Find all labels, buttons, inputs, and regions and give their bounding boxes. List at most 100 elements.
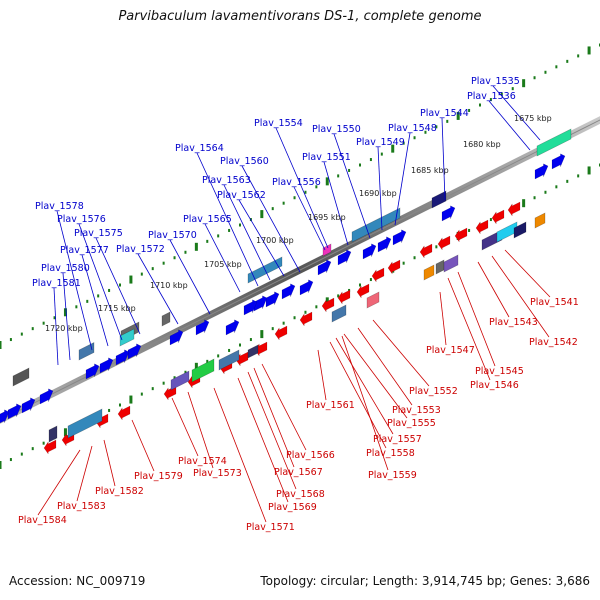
genome-summary: Topology: circular; Length: 3,914,745 bp…: [260, 574, 590, 588]
reverse-leader-line: [343, 333, 408, 419]
scale-tick: [271, 207, 274, 211]
reverse-gene-feature: [371, 267, 385, 283]
scale-tick: [522, 79, 526, 88]
reverse-gene-block: [247, 344, 259, 359]
reverse-gene-feature: [163, 385, 177, 401]
forward-gene-label: Plav_1581: [32, 278, 81, 289]
reverse-leader-line: [213, 387, 267, 523]
forward-leader-line: [241, 165, 301, 273]
forward-leader-line: [293, 186, 326, 251]
reverse-gene-feature: [507, 201, 521, 217]
scale-tick: [129, 395, 133, 404]
forward-gene-feature: [225, 319, 240, 336]
scale-tick: [359, 283, 361, 287]
scale-tick: [468, 108, 471, 112]
forward-leader-line: [441, 117, 446, 201]
forward-leader-line: [53, 287, 59, 366]
kbp-label: 1705 kbp: [204, 260, 242, 269]
scale-tick: [587, 166, 591, 175]
reverse-gene-block: [191, 358, 215, 383]
forward-gene-label: Plav_1572: [116, 244, 165, 255]
forward-leader-line: [223, 184, 271, 281]
scale-tick: [304, 310, 307, 314]
forward-gene-feature: [7, 403, 22, 420]
forward-gene-feature: [253, 295, 268, 312]
reverse-leader-line: [317, 349, 327, 401]
forward-gene-label: Plav_1535: [471, 76, 520, 87]
reverse-gene-feature: [43, 439, 57, 455]
forward-gene-feature: [265, 291, 280, 308]
forward-gene-feature: [21, 397, 36, 414]
reverse-gene-label: Plav_1561: [306, 400, 355, 411]
scale-tick: [140, 392, 143, 396]
scale-tick: [369, 158, 372, 162]
reverse-gene-label: Plav_1571: [246, 522, 295, 533]
reverse-gene-label: Plav_1541: [530, 297, 579, 308]
scale-tick: [566, 59, 569, 63]
reverse-leader-line: [329, 341, 387, 449]
reverse-leader-line: [187, 391, 214, 469]
reverse-gene-label: Plav_1543: [489, 317, 538, 328]
scale-tick: [435, 125, 438, 129]
scale-tick: [63, 428, 67, 437]
reverse-gene-block: [331, 304, 347, 323]
reverse-leader-line: [504, 249, 551, 298]
forward-gene-feature: [317, 259, 332, 276]
scale-tick: [468, 228, 471, 232]
reverse-leader-line: [491, 255, 550, 338]
scale-tick: [119, 283, 121, 287]
kbp-label: 1710 kbp: [150, 281, 188, 290]
forward-leader-line: [204, 223, 241, 293]
scale-tick: [119, 403, 121, 407]
reverse-gene-feature: [274, 325, 288, 341]
scale-tick: [239, 343, 241, 347]
scale-tick: [500, 92, 503, 96]
forward-gene-feature: [115, 349, 130, 366]
scale-tick: [587, 46, 591, 55]
reverse-gene-label: Plav_1559: [368, 470, 417, 481]
scale-tick: [489, 218, 492, 222]
reverse-gene-feature: [437, 235, 451, 251]
scale-tick: [511, 87, 514, 91]
reverse-gene-feature: [454, 227, 468, 243]
forward-gene-feature: [299, 279, 314, 296]
reverse-gene-feature: [321, 297, 335, 313]
forward-gene-label: Plav_1570: [148, 230, 197, 241]
scale-tick: [217, 354, 220, 358]
scale-tick: [325, 177, 329, 186]
forward-leader-line: [78, 223, 123, 341]
scale-tick: [402, 261, 405, 265]
scale-tick: [533, 196, 536, 200]
reverse-gene-feature: [235, 351, 249, 367]
scale-tick: [108, 408, 111, 412]
scale-tick: [348, 168, 351, 172]
scale-tick: [315, 185, 318, 189]
forward-leader-line: [81, 254, 109, 347]
scale-tick: [0, 461, 2, 469]
scale-tick: [391, 144, 395, 153]
reverse-gene-block: [423, 264, 435, 281]
reverse-gene-label: Plav_1569: [268, 502, 317, 513]
scale-tick: [566, 179, 569, 183]
reverse-leader-line: [171, 397, 199, 457]
scale-tick: [249, 338, 252, 342]
reverse-leader-line: [237, 377, 289, 503]
scale-tick: [217, 234, 220, 238]
scale-tick: [31, 327, 34, 331]
forward-gene-label: Plav_1556: [272, 177, 321, 188]
reverse-gene-block: [513, 221, 527, 239]
kbp-label: 1675 kbp: [514, 114, 552, 123]
reverse-leader-line: [131, 419, 155, 472]
scale-tick: [206, 239, 209, 243]
reverse-gene-feature: [491, 209, 505, 225]
reverse-gene-feature: [475, 219, 489, 235]
forward-gene-label: Plav_1580: [41, 263, 90, 274]
scale-tick: [129, 275, 133, 284]
reverse-leader-line: [247, 371, 297, 490]
forward-gene-block: [351, 207, 401, 243]
forward-leader-line: [323, 161, 349, 246]
forward-gene-label: Plav_1560: [220, 156, 269, 167]
scale-tick: [184, 370, 187, 374]
scale-tick: [380, 152, 383, 156]
